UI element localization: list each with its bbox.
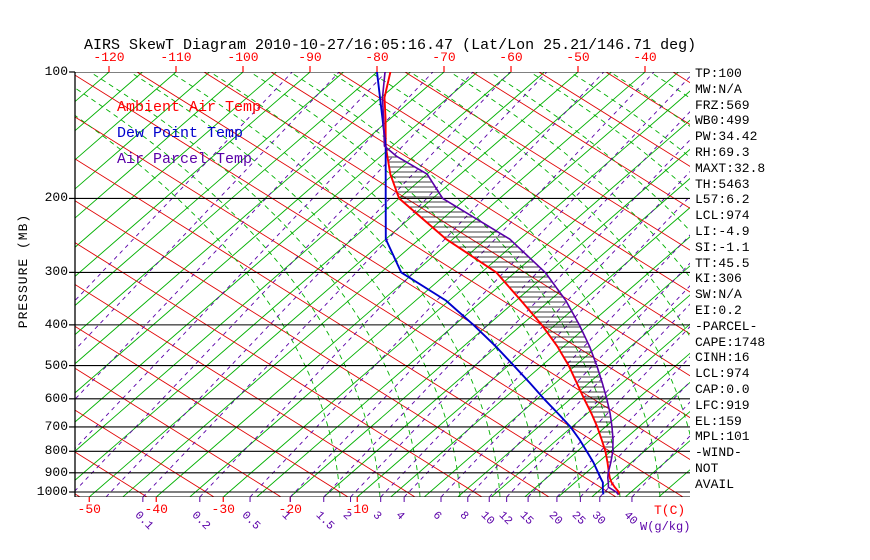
series-ambient-temp	[383, 72, 620, 495]
legend-ambient-air-temp: Ambient Air Temp	[117, 99, 262, 116]
stat-line: CINH:16	[695, 350, 750, 366]
stat-line: LCL:974	[695, 208, 750, 224]
stat-line: SW:N/A	[695, 287, 742, 303]
stat-line: PW:34.42	[695, 129, 758, 145]
stat-line: RH:69.3	[695, 144, 750, 160]
series-dew-point	[376, 72, 605, 495]
legend-air-parcel-temp: Air Parcel Temp	[117, 151, 253, 168]
chart-title: AIRS SkewT Diagram 2010-10-27/16:05:16.4…	[84, 37, 697, 54]
stat-line: KI:306	[695, 271, 742, 287]
stat-line: MAXT:32.8	[695, 160, 766, 176]
stats-panel: TP:100 MW:N/A FRZ:569 WB0:499 PW:34.42 RH:69.…	[695, 66, 765, 493]
legend-dew-point-temp: Dew Point Temp	[117, 125, 244, 142]
series-parcel-temp	[381, 72, 620, 496]
stat-line: NOT	[695, 460, 719, 476]
stat-line: EL:159	[695, 413, 742, 429]
mixing-unit-label: W(g/kg)	[640, 520, 691, 534]
pressure-axis-label: PRESSURE (MB)	[16, 213, 31, 329]
stat-line: FRZ:569	[695, 97, 750, 113]
stat-line: CAP:0.0	[695, 381, 750, 397]
stat-line: L57:6.2	[695, 192, 750, 208]
stat-line: SI:-1.1	[695, 239, 750, 255]
stat-line: MW:N/A	[695, 81, 742, 97]
temp-unit-label: T(C)	[654, 503, 686, 518]
stat-line: WB0:499	[695, 113, 750, 129]
stat-line: LI:-4.9	[695, 223, 750, 239]
plot-grid	[75, 72, 690, 497]
stat-line: CAPE:1748	[695, 334, 766, 350]
stat-line: AVAIL	[695, 476, 735, 492]
stat-line: TT:45.5	[695, 255, 750, 271]
stat-line: LFC:919	[695, 397, 750, 413]
stat-line: LCL:974	[695, 366, 750, 382]
stat-line: EI:0.2	[695, 302, 742, 318]
stat-line: -PARCEL-	[695, 318, 758, 334]
stat-line: MPL:101	[695, 429, 750, 445]
stat-line: TH:5463	[695, 176, 750, 192]
stat-line: TP:100	[695, 66, 742, 81]
stat-line: -WIND-	[695, 445, 742, 461]
